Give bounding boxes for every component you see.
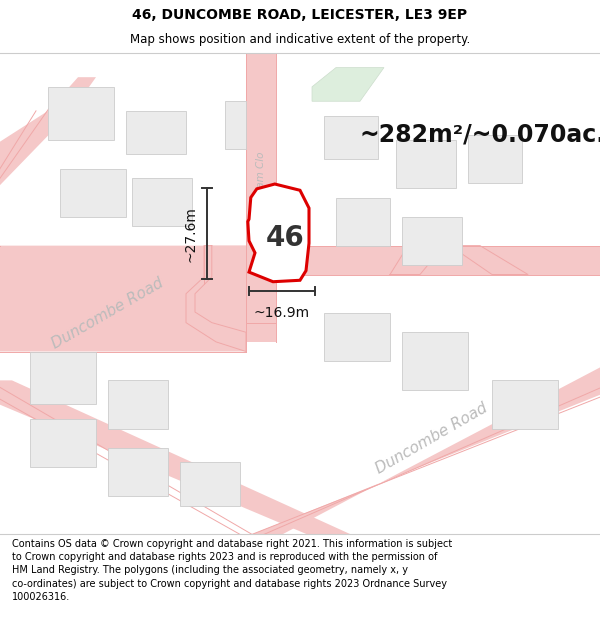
Polygon shape (324, 116, 378, 159)
Polygon shape (108, 381, 168, 429)
Polygon shape (126, 111, 186, 154)
Text: ~16.9m: ~16.9m (254, 306, 310, 320)
Polygon shape (228, 361, 600, 544)
Polygon shape (492, 381, 558, 429)
Polygon shape (30, 351, 96, 404)
Polygon shape (225, 101, 246, 149)
Polygon shape (222, 246, 600, 274)
Text: Margam Clo: Margam Clo (256, 152, 266, 214)
Polygon shape (324, 313, 390, 361)
Polygon shape (396, 140, 456, 188)
Polygon shape (60, 169, 126, 217)
Text: Duncombe Road: Duncombe Road (373, 400, 491, 476)
Text: Duncombe Road: Duncombe Road (49, 275, 167, 351)
Polygon shape (0, 77, 96, 198)
Polygon shape (48, 87, 114, 140)
Polygon shape (0, 381, 372, 544)
Polygon shape (246, 44, 276, 342)
Polygon shape (180, 462, 240, 506)
Polygon shape (402, 332, 468, 390)
Polygon shape (30, 419, 96, 467)
Polygon shape (468, 135, 522, 183)
Polygon shape (402, 217, 462, 265)
Text: 46: 46 (266, 224, 304, 253)
Text: 46, DUNCOMBE ROAD, LEICESTER, LE3 9EP: 46, DUNCOMBE ROAD, LEICESTER, LE3 9EP (133, 8, 467, 22)
Polygon shape (108, 448, 168, 496)
Polygon shape (248, 184, 309, 282)
Text: ~27.6m: ~27.6m (184, 206, 198, 261)
Polygon shape (192, 246, 246, 332)
Text: ~282m²/~0.070ac.: ~282m²/~0.070ac. (360, 123, 600, 147)
Polygon shape (312, 68, 384, 101)
Text: Contains OS data © Crown copyright and database right 2021. This information is : Contains OS data © Crown copyright and d… (12, 539, 452, 602)
Text: Map shows position and indicative extent of the property.: Map shows position and indicative extent… (130, 33, 470, 46)
Polygon shape (336, 198, 390, 246)
Polygon shape (0, 246, 246, 351)
Polygon shape (132, 178, 192, 226)
